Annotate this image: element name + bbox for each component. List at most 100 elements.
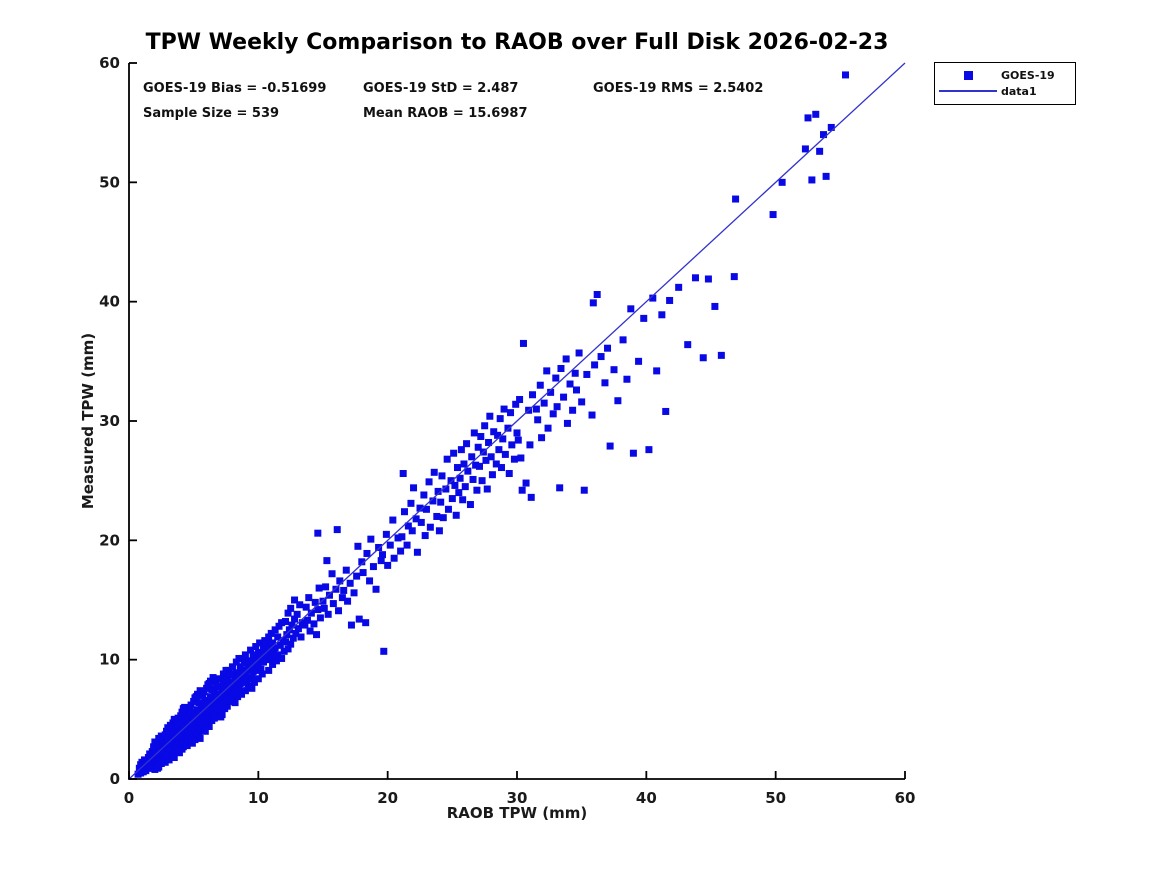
scatter-point: [410, 484, 418, 492]
x-tick-label: 0: [124, 789, 134, 807]
scatter-point: [474, 443, 482, 451]
scatter-point: [186, 722, 194, 730]
scatter-point: [303, 616, 311, 624]
scatter-point: [263, 651, 271, 659]
scatter-point: [281, 617, 289, 625]
scatter-point: [434, 487, 442, 495]
scatter-point: [575, 349, 583, 357]
scatter-point: [252, 657, 260, 665]
scatter-point: [566, 380, 574, 388]
scatter-point: [209, 674, 217, 682]
scatter-point: [812, 110, 820, 118]
scatter-point: [808, 176, 816, 184]
scatter-point: [556, 484, 564, 492]
scatter-point: [274, 633, 282, 641]
scatter-point: [527, 493, 535, 501]
scatter-point: [416, 504, 424, 512]
scatter-point: [684, 341, 692, 349]
scatter-point: [209, 709, 217, 717]
scatter-point: [378, 551, 386, 559]
scatter-point: [450, 449, 458, 457]
scatter-point: [562, 355, 570, 363]
scatter-point: [267, 629, 275, 637]
scatter-point: [601, 379, 609, 387]
scatter-point: [481, 422, 489, 430]
scatter-point: [187, 708, 195, 716]
scatter-point: [281, 638, 289, 646]
scatter-point: [589, 299, 597, 307]
scatter-point: [420, 491, 428, 499]
scatter-point: [363, 549, 371, 557]
scatter-point: [447, 477, 455, 485]
scatter-point: [513, 429, 521, 437]
scatter-point: [203, 684, 211, 692]
scatter-point: [507, 409, 515, 417]
scatter-point: [486, 412, 494, 420]
scatter-point: [359, 569, 367, 577]
y-tick-label: 50: [99, 173, 120, 191]
scatter-point: [442, 485, 450, 493]
legend-entry-goes19: GOES-19: [935, 67, 1075, 83]
y-tick-label: 30: [99, 412, 120, 430]
scatter-point: [640, 314, 648, 322]
scatter-point: [226, 681, 234, 689]
stat-mean-raob: Mean RAOB = 15.6987: [363, 106, 528, 121]
scatter-point: [235, 686, 243, 693]
scatter-point: [407, 499, 415, 507]
scatter-point: [816, 147, 824, 155]
scatter-point: [172, 725, 180, 733]
scatter-point: [496, 415, 504, 423]
scatter-point: [179, 705, 187, 713]
scatter-point: [536, 381, 544, 389]
scatter-point: [629, 449, 637, 457]
scatter-point: [324, 610, 332, 618]
scatter-point: [275, 622, 283, 630]
scatter-point: [301, 621, 309, 629]
scatter-point: [232, 658, 240, 666]
scatter-point: [203, 718, 211, 726]
x-tick-label: 10: [248, 789, 269, 807]
scatter-point: [223, 691, 231, 699]
scatter-point: [439, 514, 447, 522]
scatter-point: [276, 641, 284, 649]
scatter-point: [184, 713, 192, 721]
scatter-point: [248, 684, 256, 692]
scatter-point: [192, 719, 200, 727]
scatter-point: [560, 393, 568, 401]
scatter-point: [213, 682, 221, 690]
scatter-point: [256, 639, 264, 647]
y-axis-label: Measured TPW (mm): [79, 332, 97, 510]
scatter-point: [278, 654, 286, 662]
scatter-point: [196, 687, 204, 695]
scatter-point: [485, 438, 493, 446]
scatter-point: [583, 370, 591, 378]
scatter-point: [291, 615, 299, 623]
scatter-point: [187, 734, 195, 742]
scatter-point: [354, 542, 362, 550]
scatter-point: [187, 701, 195, 709]
scatter-point: [336, 577, 344, 585]
scatter-point: [271, 626, 279, 634]
scatter-point: [827, 123, 835, 131]
scatter-point: [269, 639, 277, 647]
scatter-point: [291, 596, 299, 604]
scatter-point: [399, 470, 407, 478]
scatter-point: [552, 374, 560, 382]
scatter-point: [563, 419, 571, 427]
scatter-point: [284, 645, 292, 653]
scatter-point: [470, 429, 478, 437]
scatter-point: [413, 548, 421, 556]
x-tick-label: 60: [895, 789, 916, 807]
scatter-point: [320, 604, 328, 612]
scatter-point: [433, 512, 441, 520]
scatter-point: [179, 730, 187, 738]
scatter-point: [482, 456, 490, 464]
scatter-point: [459, 496, 467, 504]
scatter-point: [571, 369, 579, 377]
scatter-point: [165, 756, 173, 764]
scatter-point: [426, 523, 434, 531]
scatter-point: [253, 666, 261, 674]
scatter-point: [225, 687, 233, 695]
scatter-point: [262, 656, 270, 664]
stat-sample-size: Sample Size = 539: [143, 106, 280, 121]
